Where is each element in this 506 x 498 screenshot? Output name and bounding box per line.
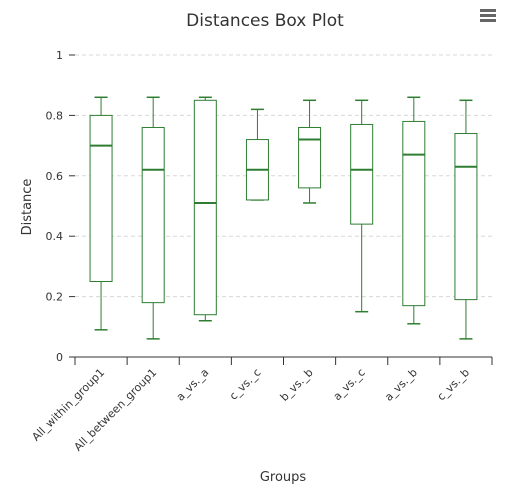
x-tick-label: a_vs._a xyxy=(174,366,212,404)
y-tick-label: 0.8 xyxy=(46,109,64,122)
y-tick-label: 1 xyxy=(56,49,63,62)
box-a_vs._c xyxy=(350,99,374,313)
y-axis-title: Distance xyxy=(20,179,35,236)
x-tick-label: c_vs._c xyxy=(227,366,264,403)
box-All_between_group1 xyxy=(141,96,165,340)
hamburger-menu-icon-bar xyxy=(480,9,496,12)
box-series xyxy=(89,96,478,340)
hamburger-menu-icon-bar xyxy=(480,19,496,22)
y-tick-label: 0.6 xyxy=(46,170,64,183)
box-c_vs._b xyxy=(454,99,478,340)
x-axis-title: Groups xyxy=(260,470,307,485)
x-tick-label: a_vs._c xyxy=(331,366,368,403)
x-tick-label: b_vs._b xyxy=(278,366,316,404)
y-tick-label: 0 xyxy=(56,351,63,364)
iqr-box xyxy=(193,99,217,316)
iqr-box xyxy=(141,126,165,304)
chart-menu-button[interactable] xyxy=(476,4,500,26)
hamburger-menu-icon-bar xyxy=(480,14,496,17)
iqr-box xyxy=(298,126,322,189)
iqr-box xyxy=(89,114,113,283)
iqr-box xyxy=(350,123,374,225)
chart-title: Distances Box Plot xyxy=(186,11,344,31)
box-All_within_group1 xyxy=(89,96,113,331)
grid-lines xyxy=(75,54,492,298)
y-tick-label: 0.2 xyxy=(46,291,64,304)
iqr-box xyxy=(402,120,426,307)
box-a_vs._a xyxy=(193,96,217,322)
box-b_vs._b xyxy=(298,99,322,204)
x-tick-label: c_vs._b xyxy=(435,366,472,403)
x-tick-label: a_vs._b xyxy=(382,366,420,404)
axes xyxy=(69,54,493,365)
box-a_vs._b xyxy=(402,96,426,325)
y-tick-label: 0.4 xyxy=(46,230,64,243)
iqr-box xyxy=(454,133,478,301)
box-c_vs._c xyxy=(245,108,269,201)
